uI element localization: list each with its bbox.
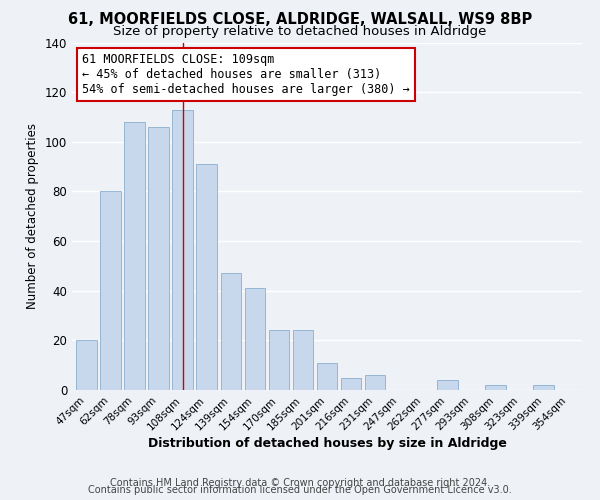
Text: 61, MOORFIELDS CLOSE, ALDRIDGE, WALSALL, WS9 8BP: 61, MOORFIELDS CLOSE, ALDRIDGE, WALSALL,…: [68, 12, 532, 28]
Text: 61 MOORFIELDS CLOSE: 109sqm
← 45% of detached houses are smaller (313)
54% of se: 61 MOORFIELDS CLOSE: 109sqm ← 45% of det…: [82, 53, 410, 96]
Bar: [100, 192, 121, 390]
Bar: [293, 330, 313, 390]
Text: Contains public sector information licensed under the Open Government Licence v3: Contains public sector information licen…: [88, 485, 512, 495]
Text: Size of property relative to detached houses in Aldridge: Size of property relative to detached ho…: [113, 25, 487, 38]
Bar: [317, 362, 337, 390]
Bar: [341, 378, 361, 390]
Bar: [196, 164, 217, 390]
Bar: [245, 288, 265, 390]
Y-axis label: Number of detached properties: Number of detached properties: [26, 123, 39, 309]
Bar: [533, 385, 554, 390]
Bar: [76, 340, 97, 390]
X-axis label: Distribution of detached houses by size in Aldridge: Distribution of detached houses by size …: [148, 438, 506, 450]
Bar: [221, 274, 241, 390]
Bar: [485, 385, 506, 390]
Bar: [148, 127, 169, 390]
Bar: [269, 330, 289, 390]
Bar: [437, 380, 458, 390]
Bar: [172, 110, 193, 390]
Bar: [365, 375, 385, 390]
Bar: [124, 122, 145, 390]
Text: Contains HM Land Registry data © Crown copyright and database right 2024.: Contains HM Land Registry data © Crown c…: [110, 478, 490, 488]
